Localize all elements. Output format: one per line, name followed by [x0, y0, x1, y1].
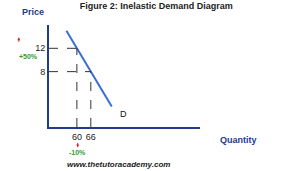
svg-text:8: 8: [40, 67, 45, 77]
svg-text:+50%: +50%: [19, 53, 38, 60]
svg-text:66: 66: [86, 132, 96, 142]
svg-text:12: 12: [35, 43, 45, 53]
svg-text:Price: Price: [22, 7, 44, 17]
svg-text:www.thetutoracademy.com: www.thetutoracademy.com: [67, 160, 170, 169]
svg-text:Quantity: Quantity: [220, 135, 257, 145]
svg-text:60: 60: [72, 132, 82, 142]
svg-text:-10%: -10%: [69, 149, 86, 156]
svg-text:D: D: [120, 109, 127, 119]
svg-text:Figure 2: Inelastic Demand Dia: Figure 2: Inelastic Demand Diagram: [80, 1, 233, 11]
